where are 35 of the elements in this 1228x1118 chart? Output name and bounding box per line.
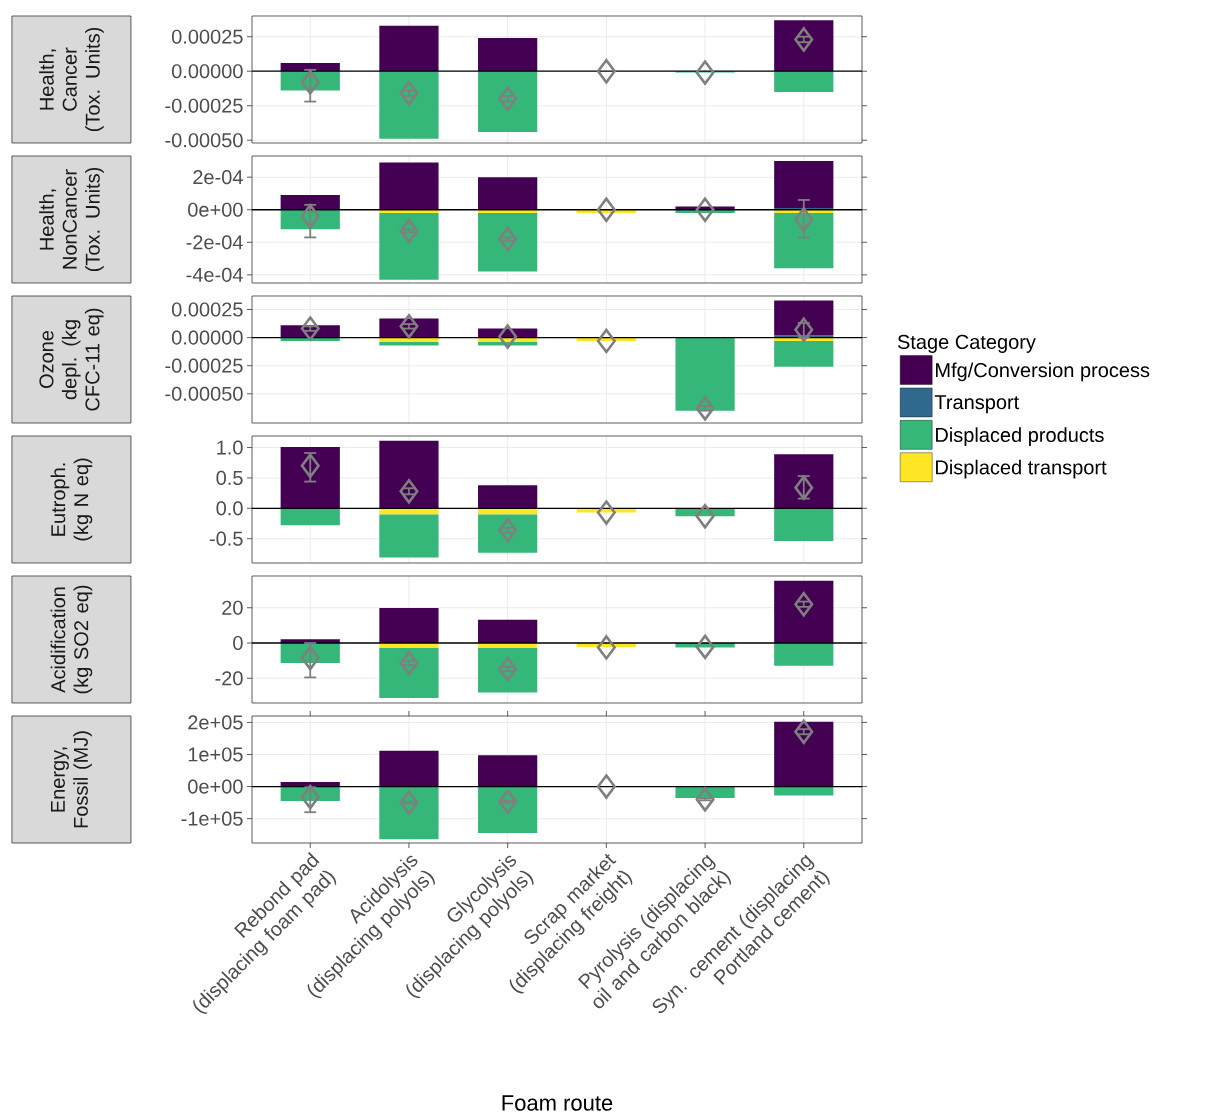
- y-tick-label: 0.00000: [171, 64, 243, 79]
- y-axis-title: Health, Cancer (Tox. Units): [39, 27, 104, 132]
- y-tick-label: 1e+05: [188, 747, 243, 762]
- y-tick-label: 0e+00: [188, 202, 243, 217]
- y-tick-label: 20: [222, 600, 243, 615]
- y-tick-label: -4e-04: [186, 267, 243, 282]
- legend-label: Mfg/Conversion process: [936, 362, 1150, 382]
- y-tick-label: 0: [233, 635, 243, 651]
- x-axis-title: Foam route: [502, 1095, 613, 1111]
- y-axis-title: Eutroph. (kg N eq): [50, 458, 93, 541]
- y-axis-title: Energy, Fossil (MJ): [50, 731, 92, 828]
- y-tick-label: 2e+05: [188, 715, 243, 730]
- y-tick-label: 0e+00: [188, 779, 243, 794]
- y-tick-label: 0.0: [216, 501, 243, 516]
- legend-label: Displaced transport: [936, 459, 1107, 479]
- y-tick-label: -0.00050: [165, 133, 243, 148]
- y-tick-label: 0.5: [216, 470, 243, 485]
- y-tick-label: -1e+05: [181, 811, 243, 826]
- y-tick-label: -0.00050: [165, 386, 243, 401]
- y-tick-label: -20: [215, 671, 243, 686]
- y-tick-label: -2e-04: [186, 235, 243, 250]
- y-tick-label: -0.5: [209, 531, 243, 546]
- y-tick-label: 2e-04: [193, 170, 243, 185]
- y-tick-label: -0.00025: [165, 98, 243, 113]
- y-axis-title: Acidification (kg SO2 eq): [50, 585, 93, 694]
- y-tick-label: 0.00025: [171, 29, 243, 44]
- legend-label: Transport: [934, 395, 1020, 414]
- y-tick-label: 0.00025: [171, 302, 243, 317]
- y-axis-title: Ozone depl. (kg CFC-11 eq): [39, 308, 104, 411]
- y-axis-title: Health, NonCancer (Tox. Units): [39, 167, 104, 272]
- legend-label: Displaced products: [936, 427, 1104, 446]
- y-tick-label: 0.00000: [171, 330, 243, 345]
- legend-title: Stage Category: [897, 334, 1036, 353]
- y-tick-label: 1.0: [217, 440, 243, 455]
- y-tick-label: -0.00025: [165, 358, 243, 373]
